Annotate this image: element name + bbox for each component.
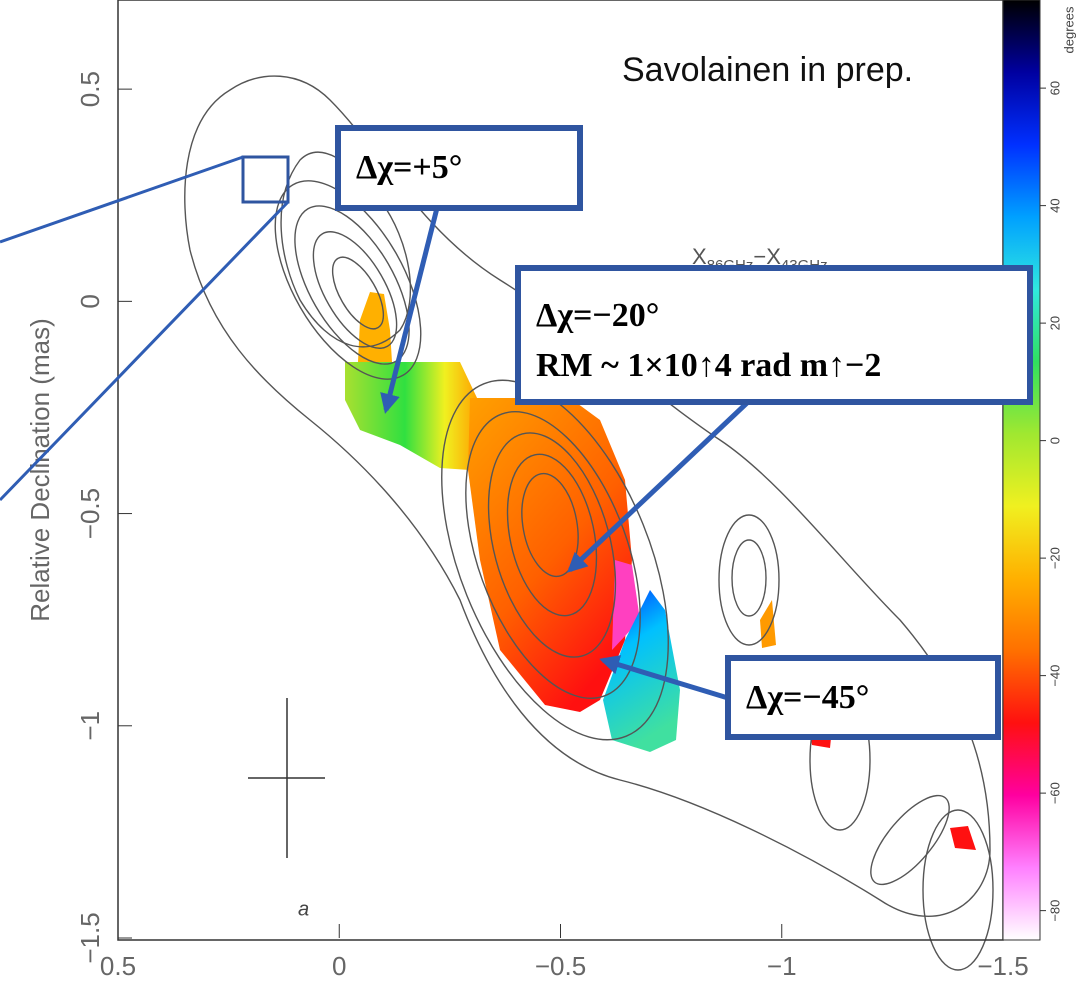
colorbar-tick-label: 20	[1047, 316, 1062, 330]
x-tick-label: −1.5	[977, 951, 1028, 981]
callout: Δχ=−45°	[746, 679, 869, 716]
colorbar-tick-label: 60	[1047, 81, 1062, 95]
x-tick-label: 0	[332, 951, 346, 981]
x-tick-label: −0.5	[535, 951, 586, 981]
zoom-line	[0, 157, 243, 242]
colorbar-tick-label: 40	[1047, 198, 1062, 212]
callout: Δχ=+5°	[356, 149, 462, 186]
y-tick-label: 0	[75, 294, 105, 308]
y-tick-label: −1.5	[75, 912, 105, 963]
x-tick-label: −1	[767, 951, 797, 981]
colorbar-tick-label: −80	[1047, 900, 1062, 922]
callout: Δχ=−20°	[536, 297, 659, 334]
callout: RM ~ 1×10↑4 rad m↑−2	[536, 347, 881, 384]
y-tick-label: −0.5	[75, 488, 105, 539]
colorbar-tick-label: −40	[1047, 665, 1062, 687]
figure: a degrees Relative Declination (mas) Sav…	[0, 0, 1082, 983]
colorbar-tick-label: 0	[1047, 437, 1062, 444]
zoom-box	[243, 157, 288, 202]
colorbar-tick-label: −20	[1047, 547, 1062, 569]
y-tick-label: −1	[75, 711, 105, 741]
colorbar	[1003, 0, 1040, 940]
colorbar-label: degrees	[1061, 6, 1076, 53]
x-tick-label: 0.5	[100, 951, 136, 981]
y-tick-label: 0.5	[75, 71, 105, 107]
beam-label: a	[298, 898, 309, 920]
credit: Savolainen in prep.	[622, 51, 913, 89]
colorbar-tick-label: −60	[1047, 782, 1062, 804]
